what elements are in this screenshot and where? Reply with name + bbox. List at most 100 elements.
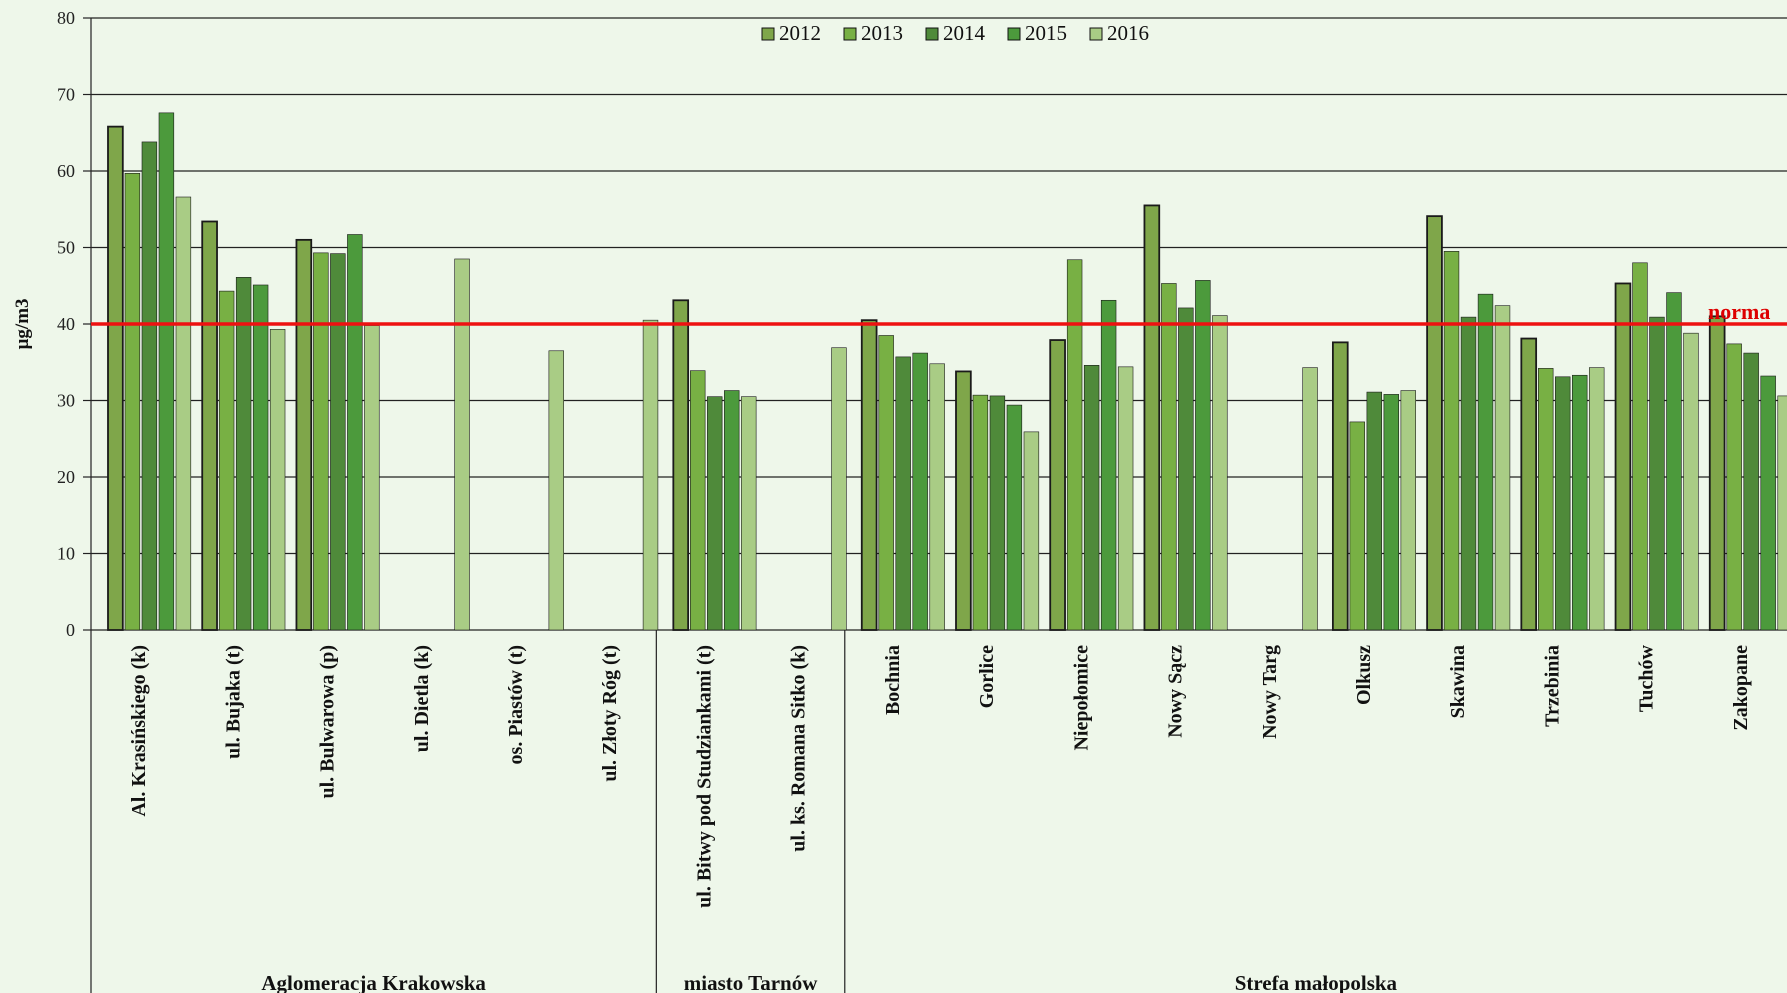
- bar: [1331, 341, 1349, 631]
- bars: [107, 112, 1787, 631]
- legend-swatch: [843, 27, 857, 41]
- bar: [201, 220, 218, 631]
- bar: [741, 396, 757, 631]
- group-label: Aglomeracja Krakowska: [261, 971, 486, 993]
- x-category-label: ul. Bitwy pod Studziankami (t): [693, 645, 715, 908]
- bar: [175, 196, 192, 631]
- bar: [141, 141, 158, 631]
- bar: [330, 253, 346, 631]
- norm-label: norma: [1708, 299, 1770, 324]
- bar: [1349, 421, 1365, 631]
- x-category-label: Al. Krasińskiego (k): [128, 645, 150, 817]
- x-category-label: ul. ks. Romana Sitko (k): [788, 645, 810, 852]
- bar: [642, 319, 659, 631]
- bar: [1555, 376, 1571, 631]
- bar: [1777, 395, 1787, 631]
- legend-swatch: [761, 27, 775, 41]
- bar: [252, 284, 269, 631]
- bar: [313, 252, 329, 631]
- y-tick-label: 50: [57, 238, 75, 258]
- bar: [1760, 375, 1776, 631]
- x-category-label: Gorlice: [976, 645, 998, 708]
- bar: [1460, 316, 1477, 631]
- legend-swatch: [925, 27, 939, 41]
- legend-label: 2015: [1025, 21, 1067, 45]
- bar: [1494, 305, 1511, 631]
- bar: [1100, 299, 1117, 631]
- x-category-label: Niepołomice: [1070, 645, 1092, 751]
- bar: [1589, 367, 1605, 631]
- x-category-label: Bochnia: [882, 645, 904, 715]
- bar: [1383, 394, 1399, 631]
- x-category-label: Tuchów: [1636, 644, 1658, 712]
- bar: [1538, 368, 1554, 631]
- bar: [454, 258, 470, 631]
- y-tick-label: 40: [57, 314, 75, 334]
- bar: [724, 390, 740, 631]
- legend-swatch: [1089, 27, 1103, 41]
- bar: [831, 347, 847, 631]
- bar: [1143, 204, 1161, 631]
- bar: [672, 299, 690, 631]
- bar: [1066, 259, 1083, 631]
- bar: [1195, 280, 1211, 631]
- bar: [912, 352, 928, 631]
- norm-line-group: norma: [91, 299, 1787, 326]
- group-label: Strefa małopolska: [1235, 971, 1398, 993]
- bar: [124, 172, 141, 631]
- bar: [955, 370, 972, 631]
- y-tick-label: 10: [57, 544, 75, 564]
- bar: [860, 319, 878, 631]
- bar: [158, 112, 175, 631]
- bar: [1426, 215, 1443, 631]
- legend-swatch: [1007, 27, 1021, 41]
- bar: [1161, 283, 1177, 631]
- bar: [107, 125, 124, 631]
- bar: [1178, 307, 1194, 631]
- bar: [1477, 293, 1494, 631]
- legend-label: 2014: [943, 21, 986, 45]
- bar: [1443, 251, 1460, 631]
- bar: [1400, 390, 1416, 631]
- y-tick-label: 30: [57, 391, 75, 411]
- x-category-label: Zakopane: [1730, 645, 1752, 731]
- bar: [1302, 367, 1318, 631]
- x-category-label: ul. Dietla (k): [411, 645, 433, 752]
- x-category-label: Trzebinia: [1541, 645, 1563, 727]
- legend-label: 2013: [861, 21, 903, 45]
- x-category-label: ul. Bulwarowa (p): [317, 645, 339, 799]
- bar: [295, 238, 313, 631]
- bar: [989, 395, 1006, 631]
- bar: [1049, 339, 1066, 631]
- bar: [1520, 337, 1538, 631]
- y-tick-label: 80: [57, 8, 75, 28]
- bar: [364, 325, 380, 631]
- bar: [218, 290, 235, 631]
- y-axis-title: µg/m3: [12, 298, 33, 349]
- bar: [1212, 315, 1228, 631]
- bar: [1572, 374, 1588, 631]
- bar: [1023, 431, 1040, 631]
- legend-label: 2012: [779, 21, 821, 45]
- bar: [1006, 404, 1023, 631]
- x-category-label: os. Piastów (t): [505, 645, 527, 764]
- bar: [690, 370, 706, 631]
- bar: [878, 335, 894, 631]
- bar: [269, 329, 286, 631]
- x-category-label: ul. Bujaka (t): [222, 645, 244, 759]
- bar: [347, 234, 363, 631]
- bar: [1632, 262, 1648, 631]
- y-tick-label: 20: [57, 467, 75, 487]
- bar: [548, 350, 564, 631]
- y-tick-label: 60: [57, 161, 75, 181]
- y-axis: 0 10 20 30 40 50 60 70 80 µg/m3: [12, 8, 92, 993]
- x-axis: Al. Krasińskiego (k) ul. Bujaka (t) ul. Bu…: [128, 630, 1752, 993]
- bar: [235, 277, 252, 631]
- bar: [895, 356, 911, 631]
- x-category-label: Olkusz: [1353, 645, 1375, 705]
- bar: [929, 363, 945, 631]
- x-category-label: Skawina: [1447, 645, 1469, 718]
- bar: [707, 396, 723, 631]
